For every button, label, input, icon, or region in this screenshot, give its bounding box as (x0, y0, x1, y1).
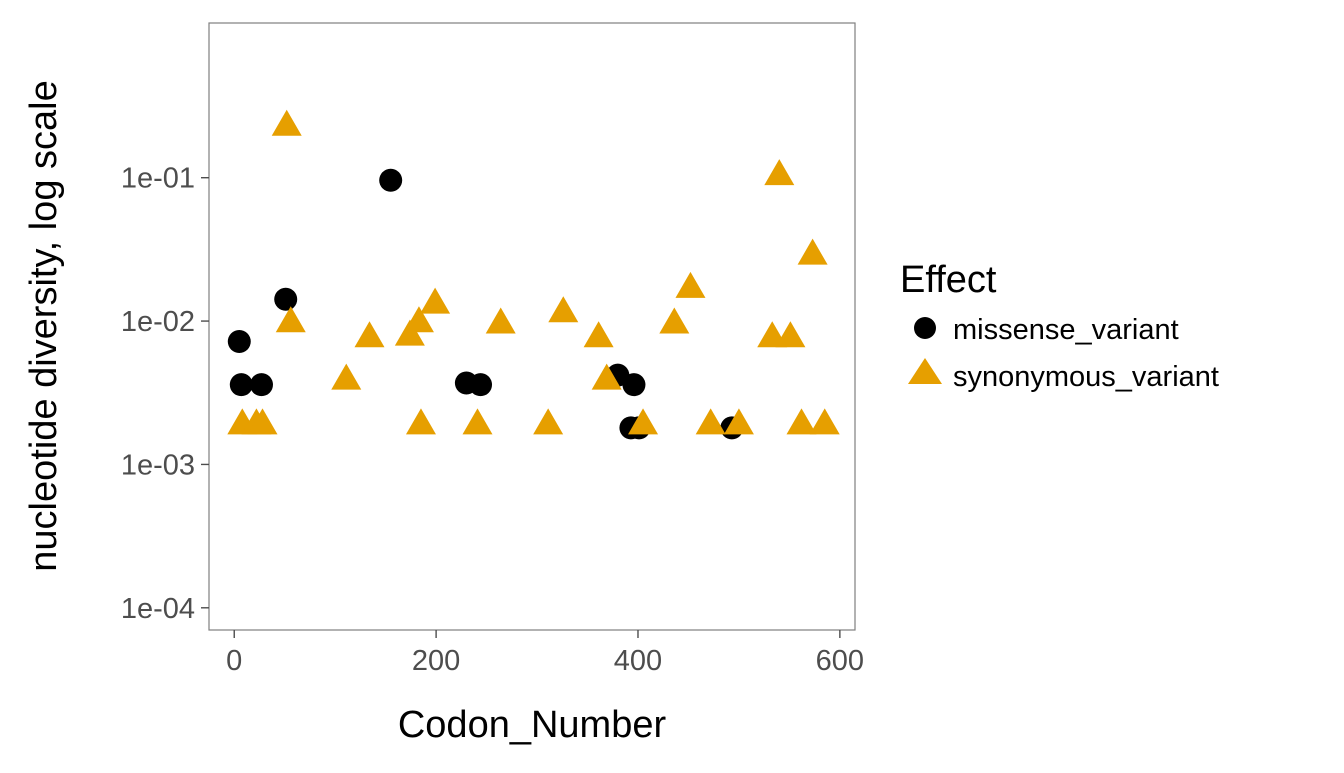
point-synonymous-variant (394, 319, 425, 346)
legend-label-missense: missense_variant (953, 314, 1179, 346)
y-tick-label: 1e-03 (121, 449, 195, 481)
x-tick-label: 0 (226, 645, 242, 677)
point-missense-variant (229, 373, 253, 397)
point-synonymous-variant (247, 408, 278, 435)
legend: Effect missense_variant synonymous_varia… (900, 259, 1219, 393)
point-synonymous-variant (462, 408, 493, 435)
x-axis: 0 200 400 600 (226, 630, 864, 677)
point-synonymous-variant (786, 408, 817, 435)
point-synonymous-variant (275, 306, 306, 333)
point-missense-variant (227, 330, 251, 354)
point-synonymous-variant (723, 408, 754, 435)
point-missense-variant (622, 373, 646, 397)
data-points (227, 109, 840, 440)
point-synonymous-variant (775, 321, 806, 348)
y-tick-label: 1e-04 (121, 593, 195, 625)
point-synonymous-variant (548, 296, 579, 323)
x-tick-label: 600 (816, 645, 864, 677)
y-tick-label: 1e-02 (121, 306, 195, 338)
point-synonymous-variant (354, 321, 385, 348)
point-synonymous-variant (675, 271, 706, 298)
point-synonymous-variant (583, 321, 614, 348)
y-axis-title: nucleotide diversity, log scale (23, 80, 65, 571)
point-synonymous-variant (405, 408, 436, 435)
point-synonymous-variant (403, 306, 434, 333)
point-synonymous-variant (485, 307, 516, 334)
panel-background (208, 22, 856, 631)
x-tick-label: 200 (412, 645, 460, 677)
point-synonymous-variant (628, 408, 659, 435)
point-missense-variant (469, 373, 493, 397)
point-synonymous-variant (420, 287, 451, 314)
point-synonymous-variant (809, 408, 840, 435)
point-missense-variant (379, 168, 403, 192)
point-synonymous-variant (533, 408, 564, 435)
x-tick-label: 400 (614, 645, 662, 677)
legend-key-synonymous (908, 358, 942, 384)
point-synonymous-variant (797, 238, 828, 265)
point-synonymous-variant (591, 363, 622, 390)
point-missense-variant (274, 287, 298, 311)
legend-title: Effect (900, 259, 997, 301)
y-axis: 1e-04 1e-03 1e-02 1e-01 (121, 163, 209, 625)
point-synonymous-variant (764, 159, 795, 186)
point-synonymous-variant (659, 307, 690, 334)
legend-label-synonymous: synonymous_variant (953, 361, 1219, 393)
legend-key-missense (914, 317, 936, 339)
x-axis-title: Codon_Number (398, 704, 667, 746)
y-tick-label: 1e-01 (121, 163, 195, 195)
point-synonymous-variant (331, 363, 362, 390)
point-synonymous-variant (695, 408, 726, 435)
point-synonymous-variant (271, 109, 302, 136)
point-missense-variant (249, 373, 273, 397)
